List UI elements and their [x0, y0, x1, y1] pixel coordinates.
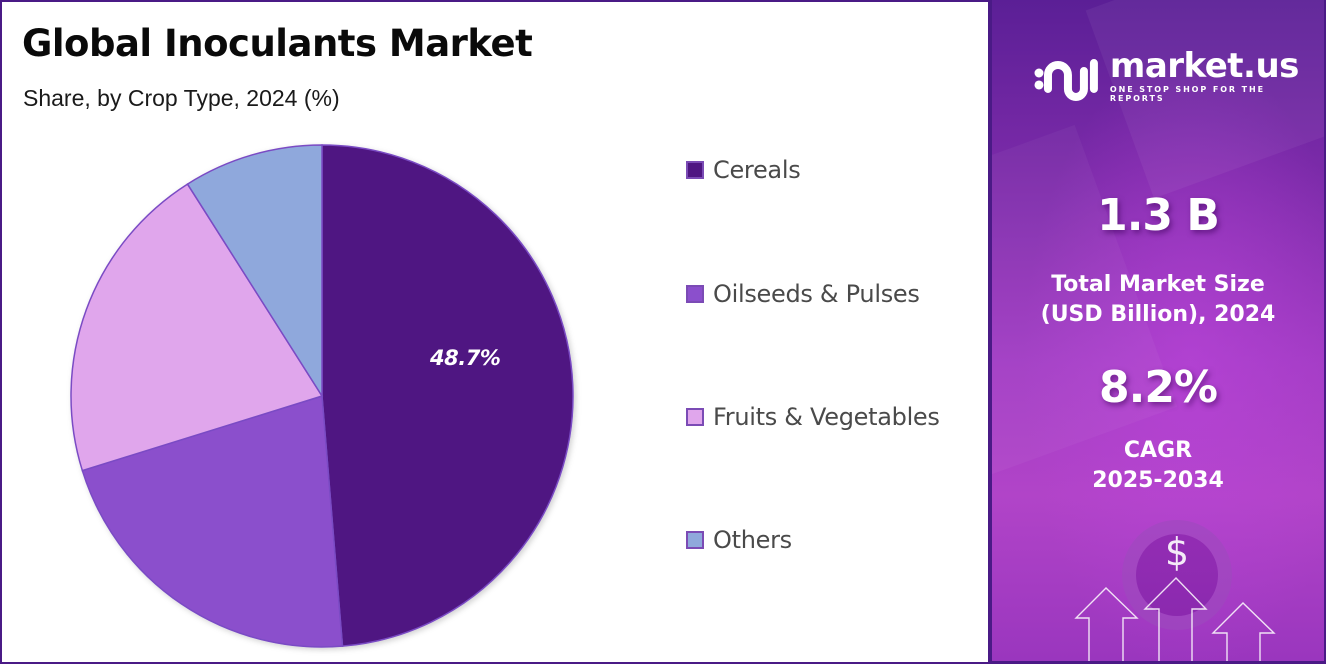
pie-svg — [70, 144, 574, 648]
logo-name: market.us — [1109, 46, 1300, 86]
pie-slice-cereals[interactable] — [321, 144, 574, 647]
market-size-label-line1: Total Market Size — [1051, 272, 1265, 297]
summary-sidebar: market.us ONE STOP SHOP FOR THE REPORTS … — [992, 0, 1326, 664]
legend-swatch-others — [686, 531, 704, 549]
growth-arrows-icon: $ — [1074, 530, 1276, 661]
legend-item-cereals[interactable]: Cereals — [686, 156, 801, 184]
chart-title: Global Inoculants Market — [22, 22, 533, 65]
legend-label: Cereals — [713, 156, 801, 184]
chart-subtitle: Share, by Crop Type, 2024 (%) — [23, 85, 340, 111]
legend-item-oilseeds-pulses[interactable]: Oilseeds & Pulses — [686, 280, 920, 308]
legend-swatch-oilseeds-pulses — [686, 285, 704, 303]
brand-logo[interactable]: market.us ONE STOP SHOP FOR THE REPORTS — [1032, 46, 1324, 103]
legend-item-others[interactable]: Others — [686, 526, 792, 554]
cagr-label-line1: CAGR — [1123, 438, 1193, 463]
legend-swatch-cereals — [686, 161, 704, 179]
market-us-logo-icon — [1034, 58, 1098, 101]
pie-slice-oilseeds-pulses[interactable] — [81, 395, 344, 648]
dollar-sign-icon: $ — [1165, 530, 1189, 574]
logo-tagline: ONE STOP SHOP FOR THE REPORTS — [1109, 85, 1265, 103]
pie-chart: 48.7% — [62, 136, 582, 656]
legend-label: Oilseeds & Pulses — [713, 280, 920, 308]
pie-slice-others[interactable] — [186, 144, 323, 399]
cagr-value: 8.2% — [1098, 362, 1218, 413]
market-size-value: 1.3 B — [1097, 190, 1220, 241]
pie-slice-fruits-vegetables[interactable] — [70, 183, 324, 472]
market-size-label-line2: (USD Billion), 2024 — [1040, 302, 1276, 327]
chart-panel: Global Inoculants Market Share, by Crop … — [0, 0, 990, 664]
legend-label: Others — [713, 526, 792, 554]
legend-swatch-fruits-vegetables — [686, 408, 704, 426]
cagr-label-line2: 2025-2034 — [1092, 468, 1224, 493]
pie-label-cereals: 48.7% — [430, 346, 501, 370]
legend-item-fruits-vegetables[interactable]: Fruits & Vegetables — [686, 403, 940, 431]
legend-label: Fruits & Vegetables — [713, 403, 940, 431]
